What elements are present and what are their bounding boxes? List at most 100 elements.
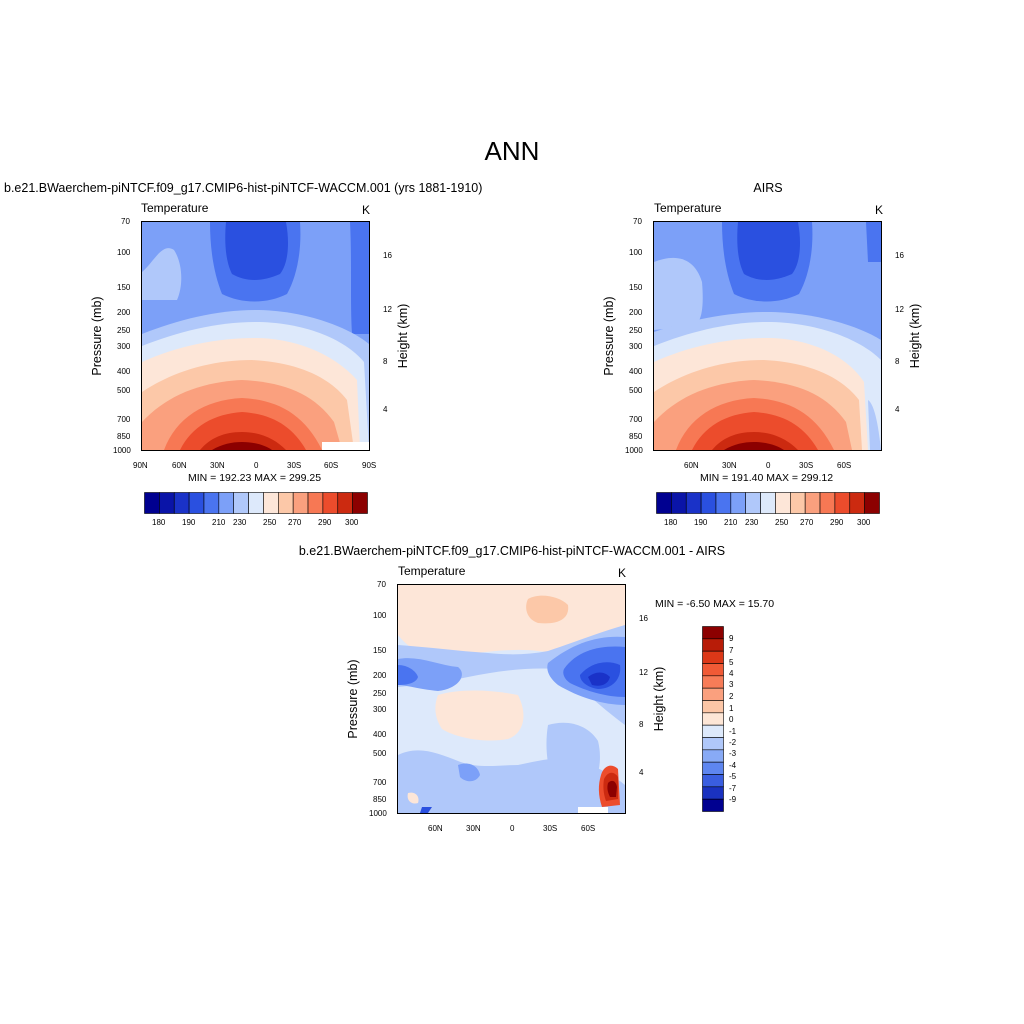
colorbar-swatch	[656, 492, 672, 514]
colorbar-label: 2	[729, 692, 734, 701]
colorbar-swatch	[700, 492, 717, 514]
colorbar-swatch	[702, 663, 724, 677]
colorbar-swatch	[173, 492, 190, 514]
colorbar-swatch	[819, 492, 836, 514]
y2-tick: 8	[639, 720, 644, 729]
y-tick: 200	[629, 308, 643, 317]
colorbar-model	[144, 492, 368, 514]
y2-tick: 4	[639, 768, 644, 777]
colorbar-swatch	[834, 492, 851, 514]
colorbar-label: 0	[729, 715, 734, 724]
colorbar-label: 300	[857, 518, 871, 527]
x-tick: 0	[766, 461, 771, 470]
y2-tick: 4	[383, 405, 388, 414]
colorbar-swatch	[760, 492, 776, 514]
colorbar-swatch	[702, 761, 724, 775]
y2-axis-title: Height (km)	[908, 303, 922, 369]
colorbar-obs	[656, 492, 880, 514]
y-tick: 150	[629, 283, 643, 292]
colorbar-swatch	[790, 492, 806, 514]
colorbar-swatch	[702, 638, 724, 652]
y-tick: 70	[377, 580, 386, 589]
x-tick: 30S	[799, 461, 814, 470]
units-label: K	[618, 566, 627, 580]
x-tick: 0	[254, 461, 259, 470]
colorbar-label: -3	[729, 749, 737, 758]
y2-axis-title: Height (km)	[396, 303, 410, 369]
x-tick: 30N	[466, 824, 481, 833]
contour-field-diff	[398, 585, 625, 813]
y-tick: 250	[117, 326, 131, 335]
colorbar-swatch	[745, 492, 761, 514]
x-tick: 60N	[172, 461, 187, 470]
y-tick: 100	[629, 248, 643, 257]
colorbar-diff	[702, 626, 724, 812]
colorbar-label: -1	[729, 727, 737, 736]
colorbar-label: 7	[729, 646, 734, 655]
x-tick: 60S	[324, 461, 339, 470]
colorbar-swatch	[671, 492, 687, 514]
y-tick: 300	[629, 342, 643, 351]
colorbar-swatch	[702, 737, 724, 751]
colorbar-swatch	[685, 492, 702, 514]
colorbar-swatch	[233, 492, 249, 514]
colorbar-label: -9	[729, 795, 737, 804]
colorbar-label: -5	[729, 772, 737, 781]
page-title: ANN	[484, 136, 540, 166]
colorbar-label: 3	[729, 680, 734, 689]
y2-tick: 16	[895, 251, 904, 260]
x-tick: 30N	[722, 461, 737, 470]
colorbar-swatch	[775, 492, 791, 514]
variable-label: Temperature	[398, 564, 466, 578]
y-tick: 850	[373, 795, 387, 804]
x-tick: 90S	[362, 461, 377, 470]
colorbar-swatch	[188, 492, 205, 514]
units-label: K	[875, 203, 884, 217]
colorbar-swatch	[702, 798, 724, 812]
colorbar-label: 5	[729, 658, 734, 667]
contour-plot-diff	[397, 584, 626, 814]
x-tick: 0	[510, 824, 515, 833]
y-tick: 850	[629, 432, 643, 441]
colorbar-swatch	[702, 786, 724, 800]
colorbar-label: 250	[775, 518, 789, 527]
y2-tick: 12	[895, 305, 904, 314]
y-tick: 700	[629, 415, 643, 424]
colorbar-swatch	[292, 492, 309, 514]
y-axis-title: Pressure (mb)	[346, 659, 360, 739]
y-tick: 500	[117, 386, 131, 395]
y-tick: 250	[629, 326, 643, 335]
colorbar-label: 250	[263, 518, 277, 527]
y-tick: 1000	[369, 809, 387, 818]
colorbar-swatch	[702, 650, 724, 664]
min-max-stats: MIN = 191.40 MAX = 299.12	[700, 472, 834, 484]
y-tick: 400	[373, 730, 387, 739]
colorbar-swatch	[730, 492, 747, 514]
colorbar-swatch	[849, 492, 865, 514]
y-tick: 400	[117, 367, 131, 376]
y-tick: 70	[633, 217, 642, 226]
colorbar-label: 230	[745, 518, 759, 527]
panel-title-obs: AIRS	[753, 181, 783, 195]
colorbar-label: 180	[152, 518, 166, 527]
colorbar-swatch	[248, 492, 264, 514]
colorbar-label: 180	[664, 518, 678, 527]
y-tick: 200	[373, 671, 387, 680]
y2-tick: 8	[895, 357, 900, 366]
colorbar-label: 270	[800, 518, 814, 527]
y-tick: 100	[117, 248, 131, 257]
y2-tick: 16	[639, 614, 648, 623]
y-axis-title: Pressure (mb)	[602, 296, 616, 376]
x-tick: 30S	[287, 461, 302, 470]
min-max-stats: MIN = -6.50 MAX = 15.70	[655, 598, 775, 610]
panel-title-diff: b.e21.BWaerchem-piNTCF.f09_g17.CMIP6-his…	[298, 544, 726, 558]
y2-axis-title: Height (km)	[652, 666, 666, 732]
colorbar-swatch	[322, 492, 339, 514]
y-tick: 70	[121, 217, 130, 226]
variable-label: Temperature	[654, 201, 722, 215]
y-tick: 500	[373, 749, 387, 758]
y-tick: 250	[373, 689, 387, 698]
y-tick: 1000	[625, 446, 643, 455]
colorbar-swatch	[352, 492, 368, 514]
panel-title-model: b.e21.BWaerchem-piNTCF.f09_g17.CMIP6-his…	[4, 181, 483, 195]
